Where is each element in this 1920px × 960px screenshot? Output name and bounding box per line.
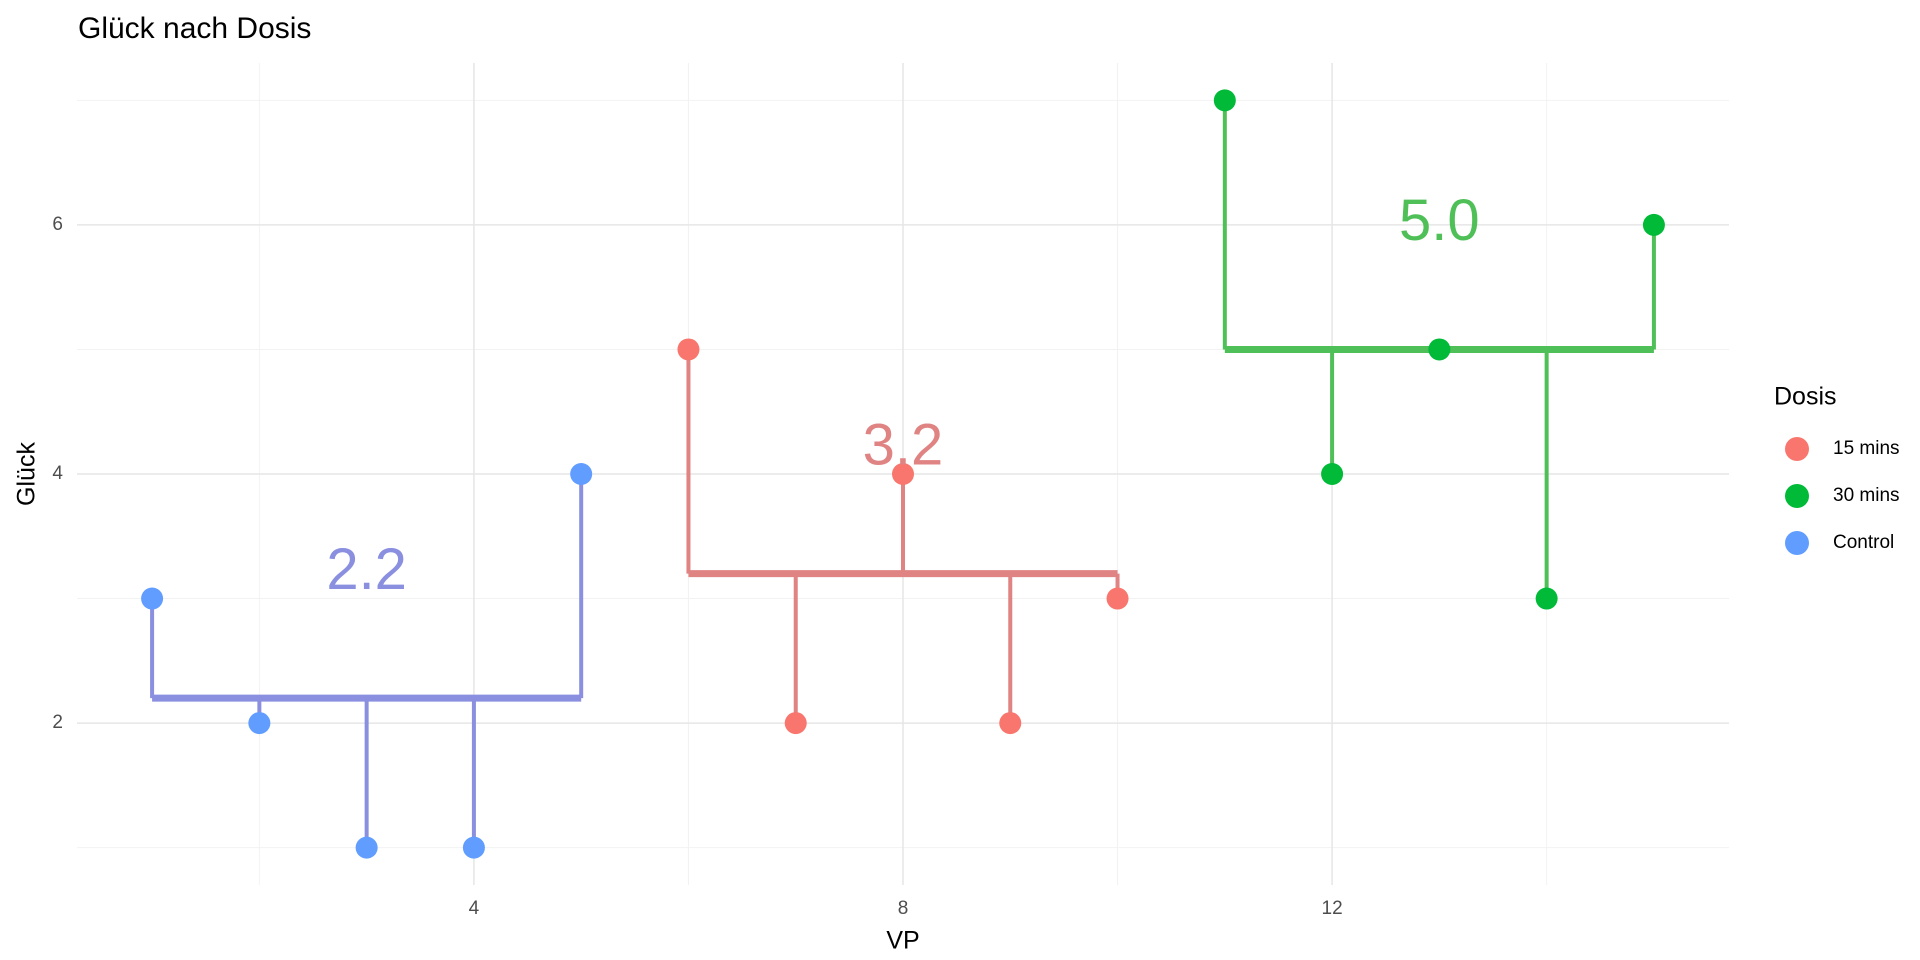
point	[570, 463, 593, 485]
point	[892, 463, 914, 485]
legend-key	[1785, 484, 1809, 508]
point	[999, 712, 1022, 735]
point	[1321, 463, 1344, 485]
point	[141, 587, 164, 610]
legend-label: 15 mins	[1833, 438, 1900, 459]
mean-label: 5.0	[1399, 188, 1480, 253]
y-axis-title: Glück	[13, 442, 41, 506]
point	[677, 338, 700, 361]
mean-label: 2.2	[326, 537, 407, 602]
legend-title: Dosis	[1774, 383, 1837, 411]
point	[1535, 587, 1558, 610]
point	[1106, 587, 1129, 610]
point	[248, 712, 271, 735]
y-tick-label: 2	[52, 712, 63, 733]
point	[462, 836, 485, 859]
x-tick-label: 8	[898, 898, 909, 919]
legend-key	[1785, 531, 1809, 555]
legend-label: 30 mins	[1833, 485, 1900, 506]
x-tick-label: 4	[469, 898, 480, 919]
legend-label: Control	[1833, 532, 1894, 553]
y-tick-label: 4	[52, 463, 63, 484]
x-axis-title: VP	[886, 927, 919, 955]
point	[1213, 89, 1236, 112]
legend-key	[1785, 437, 1809, 461]
mean-label: 3.2	[863, 412, 944, 477]
y-tick-label: 6	[52, 214, 63, 235]
point	[1642, 213, 1665, 236]
point	[784, 712, 807, 735]
x-tick-label: 12	[1322, 898, 1343, 919]
point	[355, 836, 378, 859]
chart-title: Glück nach Dosis	[78, 12, 311, 45]
point	[1428, 338, 1451, 361]
